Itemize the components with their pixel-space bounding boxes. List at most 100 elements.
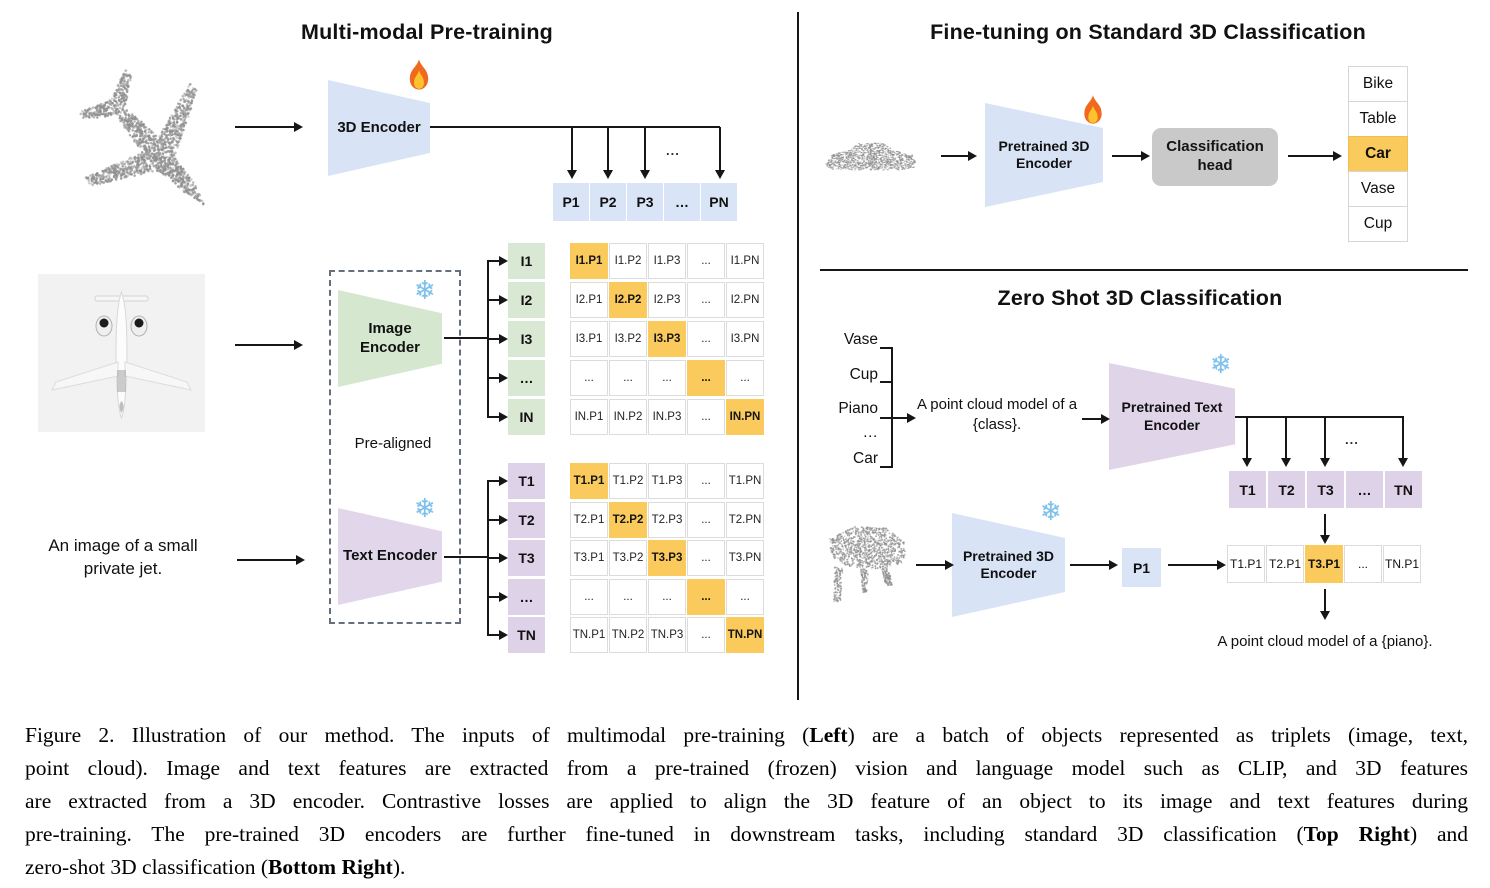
caption-segment: ) are a batch of objects represented as … xyxy=(848,723,1468,747)
p-drop-arrow xyxy=(571,127,573,171)
matrix-cell: ... xyxy=(687,282,725,318)
caption-line: pre-training. The pre-trained 3D encoder… xyxy=(25,818,1468,851)
matrix-cell-highlighted: ... xyxy=(687,579,725,615)
similarity-cell: T2.P1 xyxy=(1266,545,1304,583)
matrix-cell: T2.PN xyxy=(726,502,764,538)
feature-label-cell: T2 xyxy=(508,502,545,538)
matrix-cell: I1.P2 xyxy=(609,243,647,279)
matrix-cell: ... xyxy=(726,360,764,396)
matrix-cell: I2.P1 xyxy=(570,282,608,318)
horizontal-divider xyxy=(820,269,1468,271)
similarity-cell-highlighted: T3.P1 xyxy=(1305,545,1343,583)
image-caption-text: An image of a small private jet. xyxy=(28,535,218,581)
feature-label-cell: IN xyxy=(508,399,545,435)
t-row-arrow xyxy=(489,519,500,521)
text-feature-row: T1 T2 T3… TN xyxy=(1229,471,1424,508)
t-drop-arrow xyxy=(1246,417,1248,459)
t-drop-arrow xyxy=(1402,417,1404,459)
matrix-cell: IN.P3 xyxy=(648,399,686,435)
matrix-cell-highlighted: I2.P2 xyxy=(609,282,647,318)
matrix-cell: TN.P2 xyxy=(609,617,647,653)
feature-label-cell: T1 xyxy=(508,463,545,499)
caption-bold-segment: Bottom Right xyxy=(268,855,393,879)
zeroshot-result-text: A point cloud model of a {piano}. xyxy=(1195,632,1455,652)
feature-label-cell: I1 xyxy=(508,243,545,279)
matrix-cell-highlighted: I1.P1 xyxy=(570,243,608,279)
matrix-cell: T2.P1 xyxy=(570,502,608,538)
feature-label-cell: I2 xyxy=(508,282,545,318)
snowflake-icon: ❄ xyxy=(1040,499,1062,525)
matrix-cell: I2.P3 xyxy=(648,282,686,318)
matrix-cell: T2.P3 xyxy=(648,502,686,538)
caption-line: are extracted from a 3D encoder. Contras… xyxy=(25,785,1468,818)
similarity-cell: TN.P1 xyxy=(1383,545,1421,583)
p-feature-cell: PN xyxy=(701,183,737,221)
p-feature-cell: P3 xyxy=(627,183,663,221)
textencoder-branch-line xyxy=(1235,416,1404,418)
feature-label-cell: I3 xyxy=(508,321,545,357)
p-feature-row: P1 P2 P3… PN xyxy=(553,183,737,221)
zeroshot-class-label: Piano xyxy=(818,400,878,418)
airplane-point-cloud xyxy=(46,52,248,230)
caption-segment: point cloud). Image and text features ar… xyxy=(25,756,1468,780)
text-feature-cell: T2 xyxy=(1268,471,1305,508)
matrix-cell: T1.P3 xyxy=(648,463,686,499)
zeroshot-class-label: … xyxy=(818,424,878,442)
similarity-cell: T1.P1 xyxy=(1227,545,1265,583)
matrix-cell: ... xyxy=(570,579,608,615)
matrix-cell: TN.P3 xyxy=(648,617,686,653)
matrix-cell-highlighted: I3.P3 xyxy=(648,321,686,357)
matrix-cell-highlighted: IN.PN xyxy=(726,399,764,435)
i-row-arrow xyxy=(489,260,500,262)
zeroshot-class-label: Car xyxy=(818,450,878,468)
finetune-panel-title: Fine-tuning on Standard 3D Classificatio… xyxy=(848,20,1448,45)
matrix-cell: T1.P2 xyxy=(609,463,647,499)
zeroshot-class-label: Vase xyxy=(818,331,878,349)
trow-to-scores-arrow xyxy=(1324,514,1326,536)
matrix-cell: IN.P1 xyxy=(570,399,608,435)
pointcloud-to-encoder-arrow xyxy=(235,126,295,128)
class-row: Vase xyxy=(1348,171,1408,207)
matrix-cell: T3.P1 xyxy=(570,540,608,576)
text-feature-cell: TN xyxy=(1385,471,1422,508)
matrix-cell: ... xyxy=(570,360,608,396)
class-row-highlighted: Car xyxy=(1348,136,1408,172)
matrix-cell: ... xyxy=(687,399,725,435)
caption-line: point cloud). Image and text features ar… xyxy=(25,752,1468,785)
t-row-arrow xyxy=(489,480,500,482)
matrix-cell-highlighted: T1.P1 xyxy=(570,463,608,499)
matrix-cell-highlighted: TN.PN xyxy=(726,617,764,653)
caption-line: zero-shot 3D classification (Bottom Righ… xyxy=(25,851,1468,884)
matrix-cell-highlighted: T2.P2 xyxy=(609,502,647,538)
matrix-cell: I3.P1 xyxy=(570,321,608,357)
caption-line: Figure 2. Illustration of our method. Th… xyxy=(25,719,1468,752)
figure-caption: Figure 2. Illustration of our method. Th… xyxy=(25,719,1468,884)
scores-to-result-arrow xyxy=(1324,589,1326,612)
matrix-cell: ... xyxy=(726,579,764,615)
matrix-cell: ... xyxy=(687,463,725,499)
vertical-divider xyxy=(797,12,799,700)
caption-segment: pre-training. The pre-trained 3D encoder… xyxy=(25,822,1304,846)
matrix-cell: ... xyxy=(687,540,725,576)
ellipsis-dots: ... xyxy=(1345,432,1359,447)
matrix-cell: T3.PN xyxy=(726,540,764,576)
i-row-arrow xyxy=(489,338,500,340)
prompt-to-textencoder-arrow xyxy=(1082,418,1102,420)
p-feature-cell: P2 xyxy=(590,183,626,221)
zeroshot-class-label: Cup xyxy=(818,366,878,384)
class-row: Table xyxy=(1348,101,1408,137)
t-row-arrow xyxy=(489,634,500,636)
piano-to-encoder-arrow xyxy=(916,564,946,566)
matrix-cell: ... xyxy=(687,243,725,279)
matrix-cell: I1.P3 xyxy=(648,243,686,279)
class-prediction-list: Bike Table Car Vase Cup xyxy=(1348,67,1408,242)
3d-encoder-block: 3D Encoder xyxy=(328,80,430,176)
text-feature-cell: T3 xyxy=(1307,471,1344,508)
matrix-cell: T3.P2 xyxy=(609,540,647,576)
pre-aligned-label: Pre-aligned xyxy=(329,434,457,454)
feature-label-cell: … xyxy=(508,579,545,615)
snowflake-icon: ❄ xyxy=(414,278,436,304)
class-row: Bike xyxy=(1348,66,1408,102)
caption-segment: zero-shot 3D classification ( xyxy=(25,855,268,879)
p1-feature-box: P1 xyxy=(1122,548,1161,587)
